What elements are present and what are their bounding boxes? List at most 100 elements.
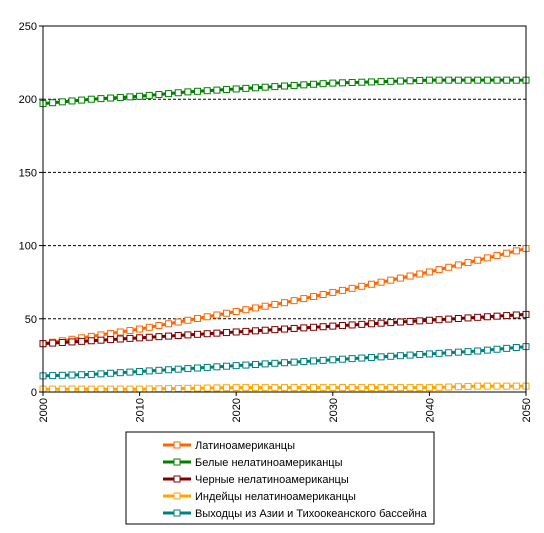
data-point [145, 333, 153, 341]
data-point [387, 352, 395, 360]
data-point [252, 327, 260, 335]
data-point [194, 315, 202, 323]
data-point [300, 358, 308, 366]
data-point [136, 92, 144, 100]
data-point [68, 371, 76, 379]
legend-item: Индейцы нелатиноамериканцы [163, 491, 356, 503]
data-point [319, 80, 327, 88]
data-point [338, 286, 346, 294]
data-point [493, 252, 501, 260]
data-point [281, 82, 288, 90]
data-point [338, 322, 346, 330]
data-point [387, 77, 395, 85]
data-point [503, 312, 511, 320]
data-point [435, 349, 443, 357]
data-point [396, 77, 404, 85]
data-point [425, 316, 433, 324]
data-point [68, 338, 76, 346]
data-point [406, 317, 414, 325]
data-point [319, 356, 327, 364]
data-point [58, 339, 66, 347]
data-point [445, 263, 453, 271]
data-point [406, 351, 414, 359]
data-point [155, 385, 163, 393]
data-point [290, 358, 298, 366]
data-point [97, 385, 105, 393]
data-point [145, 367, 153, 375]
data-point [464, 76, 472, 84]
data-point [474, 382, 482, 390]
data-point [232, 328, 240, 336]
y-tick-label: 250 [19, 21, 37, 33]
data-point [78, 385, 86, 393]
data-point [348, 284, 356, 292]
data-point [87, 95, 95, 103]
data-point [242, 84, 250, 92]
data-point [474, 347, 482, 355]
data-point [445, 76, 453, 84]
legend-label: Черные нелатиноамериканцы [195, 474, 349, 486]
data-point [512, 382, 520, 390]
x-axis: 2000 2010 2020 2030 2040 2050 [38, 392, 533, 422]
data-point [406, 77, 414, 85]
data-point [97, 95, 105, 103]
data-point [136, 368, 144, 376]
data-point [145, 323, 153, 331]
data-point [435, 316, 443, 324]
data-point [232, 384, 240, 392]
plot-area [39, 25, 530, 393]
data-point [49, 372, 57, 380]
data-point [252, 384, 260, 392]
data-point [252, 304, 260, 312]
data-point [425, 350, 433, 358]
data-point [203, 87, 211, 95]
data-point [435, 383, 443, 391]
data-point [290, 81, 298, 89]
data-point [174, 331, 182, 339]
data-point [435, 76, 443, 84]
data-point [358, 78, 366, 86]
data-point [290, 297, 298, 305]
data-point [290, 324, 298, 332]
data-point [454, 348, 462, 356]
data-point [493, 312, 501, 320]
data-point [503, 76, 511, 84]
data-point [445, 349, 453, 357]
data-point [184, 384, 192, 392]
legend-swatch-marker [173, 458, 181, 466]
data-point [213, 86, 221, 94]
legend-item: Латиноамериканцы [163, 440, 295, 452]
series-group [39, 76, 530, 393]
data-point [223, 86, 231, 94]
data-point [416, 76, 424, 84]
data-point [493, 76, 501, 84]
data-point [78, 371, 86, 379]
data-point [242, 327, 250, 335]
data-point [271, 384, 279, 392]
data-point [474, 313, 482, 321]
data-point [493, 382, 501, 390]
data-point [483, 76, 491, 84]
series-0 [39, 245, 530, 348]
data-point [165, 320, 173, 328]
data-point [223, 384, 231, 392]
data-point [261, 83, 269, 91]
data-point [348, 384, 356, 392]
data-point [116, 93, 124, 101]
legend-item: Белые нелатиноамериканцы [163, 457, 343, 469]
data-point [223, 329, 231, 337]
data-point [252, 84, 260, 92]
data-point [78, 96, 86, 104]
legend-item: Выходцы из Азии и Тихоокеанского бассейн… [163, 508, 428, 520]
data-point [213, 311, 221, 319]
data-point [261, 326, 269, 334]
data-point [165, 332, 173, 340]
data-point [348, 79, 356, 87]
data-point [107, 329, 115, 337]
data-point [174, 89, 182, 97]
data-point [464, 259, 472, 267]
data-point [49, 339, 57, 347]
data-point [116, 335, 124, 343]
data-point [416, 317, 424, 325]
data-point [49, 99, 57, 107]
